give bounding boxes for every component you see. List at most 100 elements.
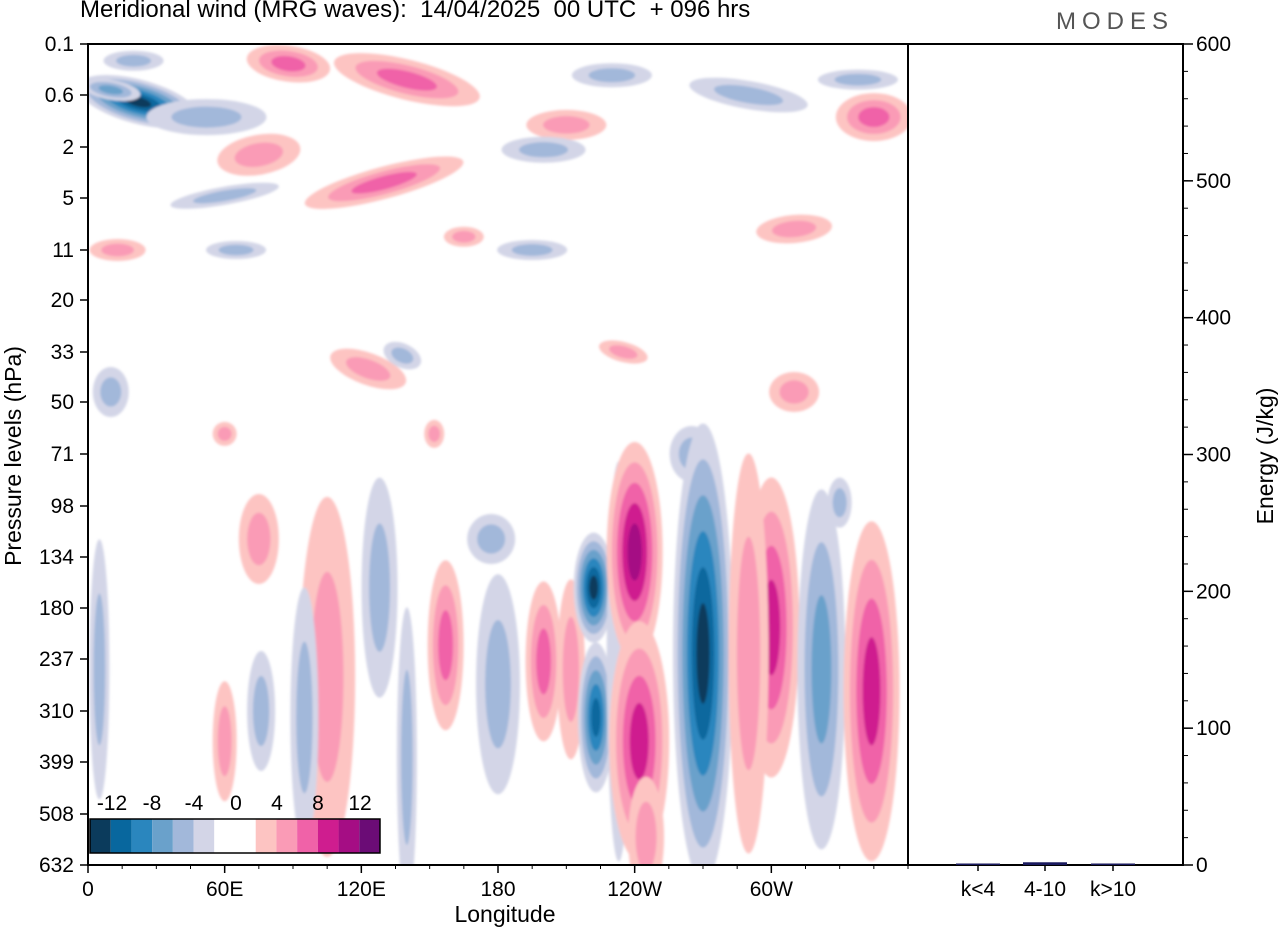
positive-contour <box>247 512 271 566</box>
x-tick-label: 0 <box>82 878 94 901</box>
colorbar-label: 12 <box>348 792 371 815</box>
positive-contour <box>635 801 657 865</box>
positive-contour <box>452 230 476 243</box>
energy-axis-label: Energy (J/kg) <box>1252 388 1278 525</box>
colorbar-swatch <box>235 819 256 853</box>
negative-contour <box>100 377 122 407</box>
y-tick-label: 180 <box>39 597 74 620</box>
y-tick-label: 71 <box>51 443 74 466</box>
energy-bar <box>1091 863 1135 865</box>
energy-tick-label: 400 <box>1196 307 1231 330</box>
x-tick-label: 60E <box>206 878 243 901</box>
negative-contour <box>193 188 257 204</box>
negative-contour <box>832 488 847 518</box>
x-tick-label: 60W <box>750 878 793 901</box>
colorbar-swatch <box>214 819 235 853</box>
y-tick-label: 20 <box>51 289 74 312</box>
colorbar-swatch <box>90 819 111 853</box>
positive-contour <box>629 703 649 780</box>
colorbar-swatch <box>338 819 360 853</box>
negative-contour <box>485 620 511 749</box>
positive-contour <box>346 357 391 381</box>
positive-contour <box>562 616 580 722</box>
positive-contour <box>376 68 437 91</box>
negative-contour <box>401 669 413 845</box>
negative-contour <box>93 593 106 746</box>
colorbar-swatch <box>131 819 153 853</box>
colorbar-swatch <box>317 819 339 853</box>
y-tick-label: 399 <box>39 751 74 774</box>
heatmap-axes: 0.1 0.6 2 5 11 20 33 50 71 98 134 180 237 310 399 508 63… <box>0 33 909 927</box>
y-tick-label: 0.1 <box>45 33 74 56</box>
positive-contour <box>351 171 417 194</box>
heatmap-contours <box>88 44 908 865</box>
energy-tick-label: 600 <box>1196 33 1231 56</box>
energy-tick-label: 500 <box>1196 170 1231 193</box>
positive-contour <box>438 610 454 681</box>
negative-contour <box>98 85 123 95</box>
y-tick-label: 2 <box>62 136 74 159</box>
colorbar-swatch <box>110 819 132 853</box>
colorbar-swatch <box>297 819 318 853</box>
y-tick-label: 632 <box>39 854 74 877</box>
negative-contour <box>296 641 313 794</box>
colorbar-swatch <box>172 819 194 853</box>
y-tick-label: 134 <box>39 546 74 569</box>
x-tick-label: 120W <box>607 878 662 901</box>
negative-contour <box>391 347 414 364</box>
negative-contour <box>589 575 599 600</box>
positive-contour <box>772 220 817 238</box>
colorbar-label: -12 <box>97 792 127 815</box>
y-tick-label: 5 <box>62 187 74 210</box>
positive-contour <box>862 637 881 746</box>
positive-contour <box>217 426 232 441</box>
negative-contour <box>369 523 391 652</box>
energy-tick-label: 300 <box>1196 444 1231 467</box>
colorbar-label: -4 <box>185 792 204 815</box>
colorbar-swatch <box>193 819 215 853</box>
negative-contour <box>696 603 710 704</box>
colorbar-label: 8 <box>312 792 324 815</box>
negative-contour <box>519 142 569 158</box>
energy-tick-label: 100 <box>1196 717 1231 740</box>
x-axis-label: Longitude <box>454 901 555 927</box>
energy-bar <box>956 863 1000 865</box>
positive-contour <box>217 706 232 777</box>
energy-bar-panel: 0 100 200 300 400 500 600 k<4 4-10 k>10 Energy (J/… <box>907 33 1278 901</box>
energy-tick-label: 0 <box>1196 854 1208 877</box>
y-tick-label: 310 <box>39 700 74 723</box>
colorbar-swatch <box>255 819 277 853</box>
negative-contour <box>834 73 882 86</box>
energy-frame <box>907 43 1184 866</box>
y-axis-label: Pressure levels (hPa) <box>0 346 26 566</box>
colorbar-label: -8 <box>143 792 162 815</box>
x-tick-label: 180 <box>480 878 515 901</box>
colorbar-frame <box>89 818 381 854</box>
positive-contour <box>779 380 809 404</box>
negative-contour <box>116 54 152 67</box>
chart-title: Meridional wind (MRG waves): 14/04/2025 … <box>80 0 751 23</box>
positive-contour <box>858 107 890 127</box>
positive-contour <box>428 425 441 443</box>
positive-contour <box>736 536 761 771</box>
negative-contour <box>588 68 636 83</box>
y-tick-label: 508 <box>39 803 74 826</box>
colorbar-label: 4 <box>271 792 283 815</box>
y-tick-label: 237 <box>39 648 74 671</box>
negative-contour <box>171 106 242 128</box>
y-tick-label: 33 <box>51 341 74 364</box>
positive-contour <box>310 571 344 782</box>
energy-category-label: k<4 <box>961 878 996 901</box>
positive-contour <box>543 116 590 134</box>
negative-contour <box>511 244 553 256</box>
positive-contour <box>627 523 642 581</box>
positive-contour <box>101 243 134 257</box>
colorbar-label: 0 <box>230 792 242 815</box>
negative-contour <box>252 676 270 746</box>
negative-contour <box>714 84 784 106</box>
energy-tick-label: 200 <box>1196 580 1231 603</box>
colorbar-swatch <box>152 819 173 853</box>
x-tick-label: 120E <box>337 878 386 901</box>
y-tick-label: 11 <box>52 239 74 262</box>
colorbar-swatch <box>276 819 298 853</box>
